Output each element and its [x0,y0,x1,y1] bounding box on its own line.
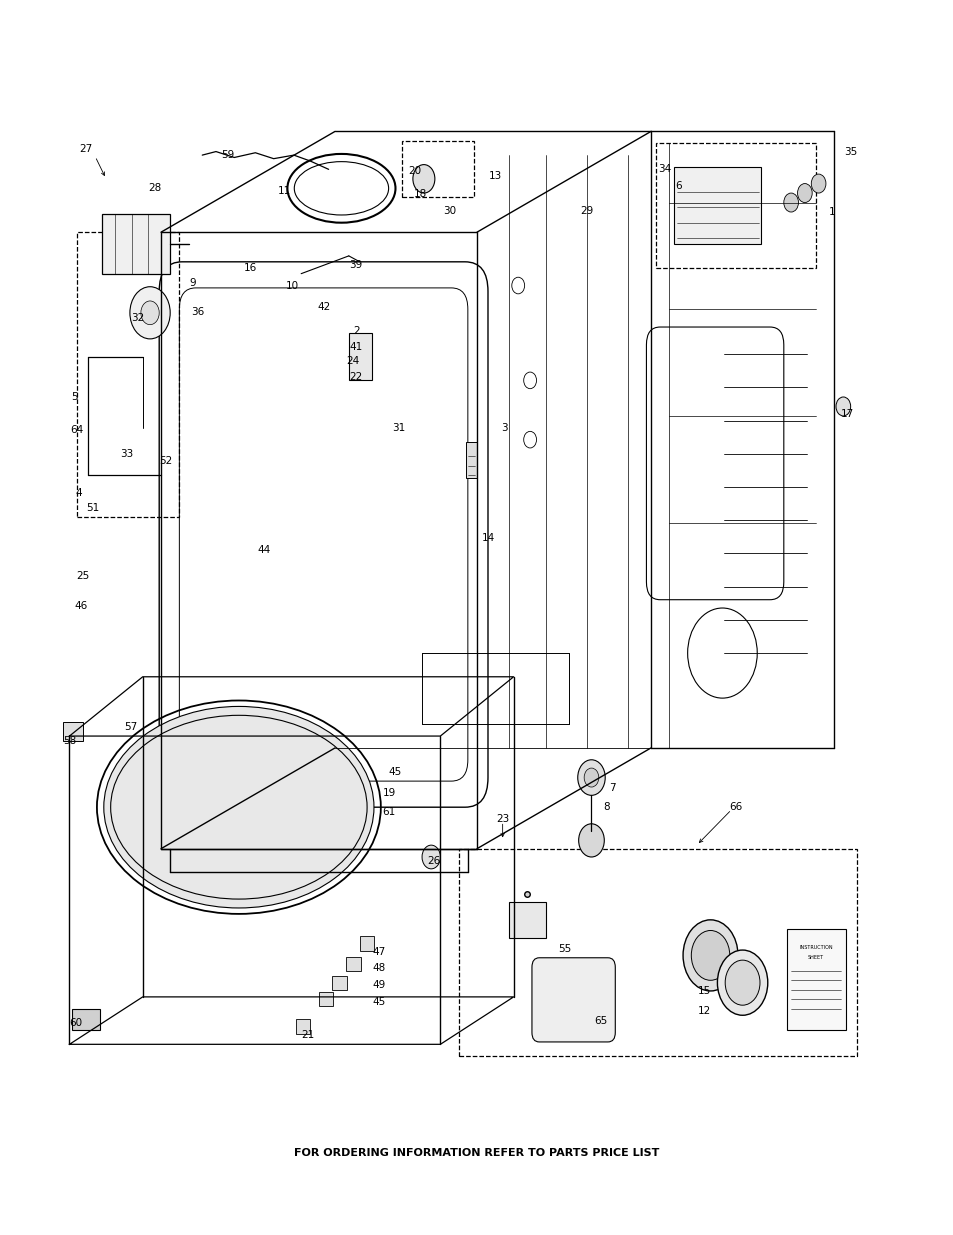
Bar [458,848,856,1056]
Text: 12: 12 [697,1007,710,1016]
Text: SHEET: SHEET [807,955,823,961]
Text: INSTRUCTION: INSTRUCTION [799,945,832,950]
Bar [785,929,845,1030]
Bar [346,957,360,971]
Text: 46: 46 [74,600,88,610]
Text: 39: 39 [349,261,362,270]
Text: 34: 34 [658,164,671,174]
Bar [465,442,476,478]
Text: 24: 24 [346,357,359,367]
Circle shape [810,174,825,193]
Text: 33: 33 [120,448,133,459]
Text: 31: 31 [392,422,405,432]
Text: 48: 48 [372,963,385,973]
Text: 45: 45 [388,767,401,777]
Circle shape [578,824,603,857]
Text: 23: 23 [496,814,509,824]
Circle shape [413,164,435,193]
Text: 65: 65 [594,1015,607,1025]
Text: 4: 4 [75,488,82,498]
Text: 9: 9 [190,278,196,288]
Circle shape [578,760,604,795]
Circle shape [797,184,811,203]
Bar [76,232,179,516]
Bar [349,333,372,380]
Text: 15: 15 [697,986,710,995]
Text: 13: 13 [488,172,501,182]
Text: 28: 28 [148,183,161,194]
Bar [318,992,333,1007]
Text: 61: 61 [382,806,395,816]
Text: 19: 19 [382,788,395,798]
Bar [359,936,374,951]
Text: 36: 36 [191,306,204,316]
Text: 64: 64 [71,425,83,435]
Text: 6: 6 [675,182,681,191]
Bar [655,143,815,268]
Text: 21: 21 [300,1030,314,1040]
Bar [401,141,474,196]
Text: 35: 35 [843,147,857,157]
Bar [332,976,347,989]
Text: 16: 16 [244,263,257,273]
Circle shape [835,396,850,416]
Bar [295,1019,310,1034]
Text: 29: 29 [579,206,593,216]
Text: FOR ORDERING INFORMATION REFER TO PARTS PRICE LIST: FOR ORDERING INFORMATION REFER TO PARTS … [294,1149,659,1158]
Text: 57: 57 [124,721,137,731]
Circle shape [130,287,170,338]
Circle shape [783,193,798,212]
Ellipse shape [534,967,606,1039]
Text: 10: 10 [285,280,298,290]
Text: 55: 55 [558,945,571,955]
Bar [63,721,83,741]
Text: 14: 14 [481,534,494,543]
Text: 66: 66 [729,803,742,813]
Text: 52: 52 [159,456,172,466]
Text: 26: 26 [427,856,440,866]
Text: 51: 51 [86,504,99,514]
Text: 30: 30 [442,206,456,216]
Circle shape [583,768,598,787]
Ellipse shape [104,706,374,908]
Ellipse shape [691,930,729,981]
Text: 47: 47 [372,947,385,957]
Bar [72,1009,99,1030]
Text: 42: 42 [317,301,331,312]
Ellipse shape [682,920,738,990]
Text: 8: 8 [602,803,609,813]
Text: 27: 27 [79,144,92,154]
Text: 49: 49 [372,981,385,990]
Circle shape [421,845,440,869]
Text: 32: 32 [132,312,145,322]
Text: 3: 3 [500,422,507,432]
Ellipse shape [717,950,767,1015]
Text: 22: 22 [349,372,362,382]
Text: 41: 41 [349,342,362,352]
Text: 17: 17 [841,409,854,419]
Bar [673,167,760,245]
Text: 11: 11 [277,185,291,195]
Text: 59: 59 [221,151,234,161]
Text: 45: 45 [372,997,385,1007]
Bar [101,215,170,274]
FancyBboxPatch shape [532,958,615,1042]
Text: 60: 60 [70,1018,82,1028]
Text: 7: 7 [609,783,616,793]
Text: 58: 58 [63,736,76,746]
Text: 44: 44 [257,545,271,555]
Text: 2: 2 [353,326,359,336]
Text: 20: 20 [408,165,421,175]
Text: 1: 1 [828,207,835,217]
Bar [509,902,545,937]
Text: 5: 5 [71,391,77,401]
Circle shape [141,301,159,325]
Text: 25: 25 [76,571,90,580]
Ellipse shape [724,960,760,1005]
Text: 18: 18 [414,189,426,199]
